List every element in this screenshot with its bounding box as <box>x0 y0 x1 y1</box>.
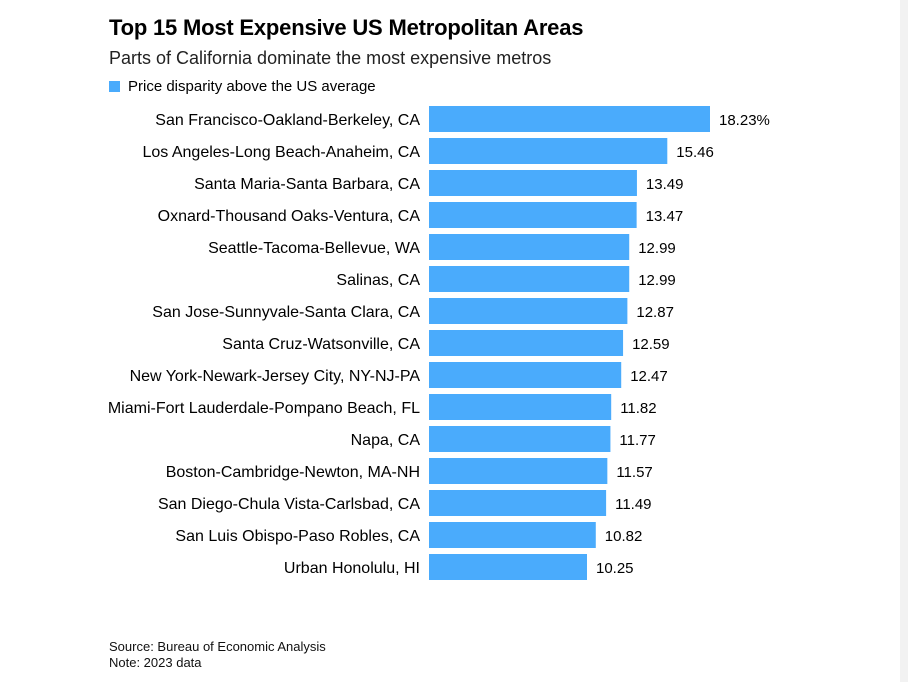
category-label: San Jose-Sunnyvale-Santa Clara, CA <box>152 304 420 321</box>
bar <box>429 394 612 420</box>
category-label: Boston-Cambridge-Newton, MA-NH <box>166 464 420 481</box>
bar <box>429 458 608 484</box>
bar <box>429 330 624 356</box>
category-label: Miami-Fort Lauderdale-Pompano Beach, FL <box>108 400 420 417</box>
value-label: 11.82 <box>620 400 656 417</box>
legend-swatch <box>109 81 120 92</box>
category-label: Urban Honolulu, HI <box>284 560 420 577</box>
bar <box>429 298 628 324</box>
chart-title: Top 15 Most Expensive US Metropolitan Ar… <box>109 15 584 40</box>
bar <box>429 106 710 132</box>
bar <box>429 490 607 516</box>
category-label: Santa Cruz-Watsonville, CA <box>222 336 420 353</box>
bar <box>429 554 587 580</box>
value-label: 12.87 <box>636 304 674 321</box>
value-label: 12.47 <box>630 368 668 385</box>
bar <box>429 522 596 548</box>
category-label: Oxnard-Thousand Oaks-Ventura, CA <box>158 208 421 225</box>
value-label: 11.49 <box>615 496 651 513</box>
value-label: 12.99 <box>638 272 676 289</box>
footer: Source: Bureau of Economic Analysis Note… <box>109 639 326 671</box>
data-note: Note: 2023 data <box>109 655 202 670</box>
right-edge-strip <box>900 0 908 682</box>
bar <box>429 426 611 452</box>
category-label: San Francisco-Oakland-Berkeley, CA <box>155 112 420 129</box>
value-label: 10.82 <box>605 528 643 545</box>
value-label: 13.49 <box>646 176 684 193</box>
category-label: San Luis Obispo-Paso Robles, CA <box>175 528 420 545</box>
value-label: 13.47 <box>646 208 684 225</box>
value-label: 11.77 <box>619 432 655 449</box>
value-label: 10.25 <box>596 560 634 577</box>
value-label: 18.23% <box>719 112 770 129</box>
value-label: 12.99 <box>638 240 676 257</box>
category-label: San Diego-Chula Vista-Carlsbad, CA <box>158 496 420 513</box>
chart-subtitle: Parts of California dominate the most ex… <box>109 48 552 68</box>
category-label: Santa Maria-Santa Barbara, CA <box>194 176 420 193</box>
bar <box>429 362 622 388</box>
bar <box>429 234 630 260</box>
legend: Price disparity above the US average <box>109 78 376 95</box>
value-label: 11.57 <box>616 464 652 481</box>
bar <box>429 170 637 196</box>
bar <box>429 202 637 228</box>
category-label: Salinas, CA <box>336 272 420 289</box>
bar <box>429 266 630 292</box>
legend-label: Price disparity above the US average <box>128 78 376 95</box>
category-label: Los Angeles-Long Beach-Anaheim, CA <box>142 144 420 161</box>
value-label: 12.59 <box>632 336 670 353</box>
bar <box>429 138 668 164</box>
category-label: New York-Newark-Jersey City, NY-NJ-PA <box>130 368 421 385</box>
value-label: 15.46 <box>676 144 714 161</box>
category-label: Seattle-Tacoma-Bellevue, WA <box>208 240 420 257</box>
category-label: Napa, CA <box>351 432 421 449</box>
source-note: Source: Bureau of Economic Analysis <box>109 639 326 654</box>
